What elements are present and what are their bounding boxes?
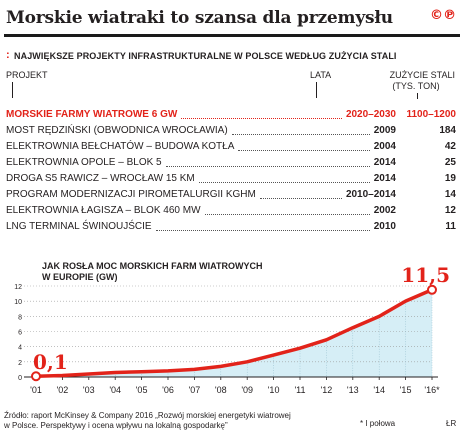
source-line-2: w Polsce. Perspektywy i ocena wpływu na …	[4, 421, 228, 430]
end-point	[427, 284, 437, 295]
x-tick-label: '03	[83, 385, 95, 395]
leader-dots	[205, 214, 370, 215]
y-tick-label: 10	[14, 299, 22, 306]
leader-dots	[181, 118, 342, 119]
project-name: ELEKTROWNIA ŁAGISZA – BLOK 460 MW	[6, 205, 201, 216]
table-row: MOST RĘDZIŃSKI (OBWODNICA WROCŁAWIA) 2009…	[6, 123, 456, 139]
project-name: MORSKIE FARMY WIATROWE 6 GW	[6, 109, 178, 120]
x-tick-label: '09	[241, 385, 253, 395]
chart-title: JAK ROSŁA MOC MORSKICH FARM WIATROWYCH W…	[42, 261, 263, 283]
publisher-logo: ©℗	[430, 8, 456, 23]
project-years: 2004	[373, 141, 396, 152]
project-years: 2010–2014	[345, 189, 396, 200]
steel-usage: 42	[444, 141, 456, 152]
usage-arrow	[417, 93, 418, 99]
y-tick-label: 2	[18, 360, 22, 367]
chart-title-line1: JAK ROSŁA MOC MORSKICH FARM WIATROWYCH	[42, 261, 263, 271]
x-tick-label: '02	[57, 385, 69, 395]
leader-dots	[260, 198, 342, 199]
start-value-label: 0,1	[33, 350, 68, 374]
leader-dots	[156, 230, 370, 231]
project-name: DROGA S5 RAWICZ – WROCŁAW 15 KM	[6, 173, 195, 184]
chart-title-line2: W EUROPIE (GW)	[42, 272, 118, 282]
years-arrow	[316, 82, 317, 98]
project-years: 2014	[373, 157, 396, 168]
start-point	[31, 371, 41, 382]
footnote: * I połowa	[360, 419, 396, 428]
table-row: PROGRAM MODERNIZACJI PIROMETALURGII KGHM…	[6, 187, 456, 203]
project-arrow	[12, 82, 13, 98]
x-tick-label: '16*	[424, 385, 440, 395]
table-row: ELEKTROWNIA ŁAGISZA – BLOK 460 MW 2002 12	[6, 203, 456, 219]
x-tick-label: '06	[162, 385, 174, 395]
table-row: MORSKIE FARMY WIATROWE 6 GW 2020–2030 1100…	[6, 107, 456, 123]
x-tick-label: '13	[347, 385, 359, 395]
steel-usage: 12	[444, 205, 456, 216]
project-name: ELEKTROWNIA OPOLE – BLOK 5	[6, 157, 162, 168]
table-subtitle: NAJWIĘKSZE PROJEKTY INFRASTRUKTURALNE W …	[14, 51, 397, 61]
project-years: 2009	[373, 125, 396, 136]
area-fill	[36, 289, 432, 377]
x-tick-label: '07	[189, 385, 201, 395]
project-years: 2002	[373, 205, 396, 216]
column-header-usage: ZUŻYCIE STALI	[389, 70, 455, 80]
x-tick-label: '08	[215, 385, 227, 395]
table-row: DROGA S5 RAWICZ – WROCŁAW 15 KM 2014 19	[6, 171, 456, 187]
source-line-1: Źródło: raport McKinsey & Company 2016 „…	[4, 411, 291, 420]
project-years: 2014	[373, 173, 396, 184]
x-tick-label: '01	[30, 385, 42, 395]
leader-dots	[166, 166, 370, 167]
wind-capacity-chart: 0 2 4 6 8 10 12 '01 '02 '03 '04 '05 '06 '07 '08 '09 '10 '…	[14, 263, 450, 395]
project-years: 2010	[373, 221, 396, 232]
x-tick-label: '12	[321, 385, 333, 395]
y-tick-label: 12	[14, 284, 22, 291]
project-name: MOST RĘDZIŃSKI (OBWODNICA WROCŁAWIA)	[6, 125, 228, 136]
bullet-icon: :	[6, 49, 10, 61]
x-tick-label: '04	[109, 385, 121, 395]
project-name: LNG TERMINAL ŚWINOUJŚCIE	[6, 221, 152, 232]
y-tick-label: 8	[18, 314, 22, 321]
column-header-project: PROJEKT	[6, 70, 48, 80]
x-tick-label: '14	[373, 385, 385, 395]
page-title: Morskie wiatraki to szansa dla przemysłu	[6, 8, 393, 28]
end-value-label: 11,5	[401, 263, 450, 287]
x-tick-label: '10	[268, 385, 280, 395]
x-tick-label: '15	[400, 385, 412, 395]
y-tick-label: 6	[18, 330, 22, 337]
column-header-years: LATA	[310, 70, 332, 80]
steel-usage: 19	[444, 173, 456, 184]
project-name: ELEKTROWNIA BEŁCHATÓW – BUDOWA KOTŁA	[6, 141, 235, 152]
table-row: LNG TERMINAL ŚWINOUJŚCIE 2010 11	[6, 219, 456, 235]
project-years: 2020–2030	[345, 109, 396, 120]
steel-usage: 11	[445, 221, 456, 232]
column-header-usage-unit: (TYS. TON)	[392, 81, 440, 91]
author-initials: ŁR	[446, 419, 457, 428]
leader-dots	[232, 134, 370, 135]
x-tick-label: '05	[136, 385, 148, 395]
leader-dots	[238, 150, 370, 151]
table-row: ELEKTROWNIA BEŁCHATÓW – BUDOWA KOTŁA 2004…	[6, 139, 456, 155]
series-line	[35, 288, 433, 378]
steel-usage: 1100–1200	[406, 109, 456, 120]
y-tick-label: 0	[18, 375, 22, 382]
title-rule	[4, 34, 460, 37]
source-note: Źródło: raport McKinsey & Company 2016 „…	[4, 411, 291, 431]
steel-usage: 14	[444, 189, 456, 200]
leader-dots	[199, 182, 370, 183]
project-name: PROGRAM MODERNIZACJI PIROMETALURGII KGHM	[6, 189, 256, 200]
y-tick-label: 4	[18, 345, 22, 352]
steel-usage: 25	[444, 157, 456, 168]
table-row: ELEKTROWNIA OPOLE – BLOK 5 2014 25	[6, 155, 456, 171]
x-tick-label: '11	[294, 385, 305, 395]
steel-usage: 184	[439, 125, 456, 136]
